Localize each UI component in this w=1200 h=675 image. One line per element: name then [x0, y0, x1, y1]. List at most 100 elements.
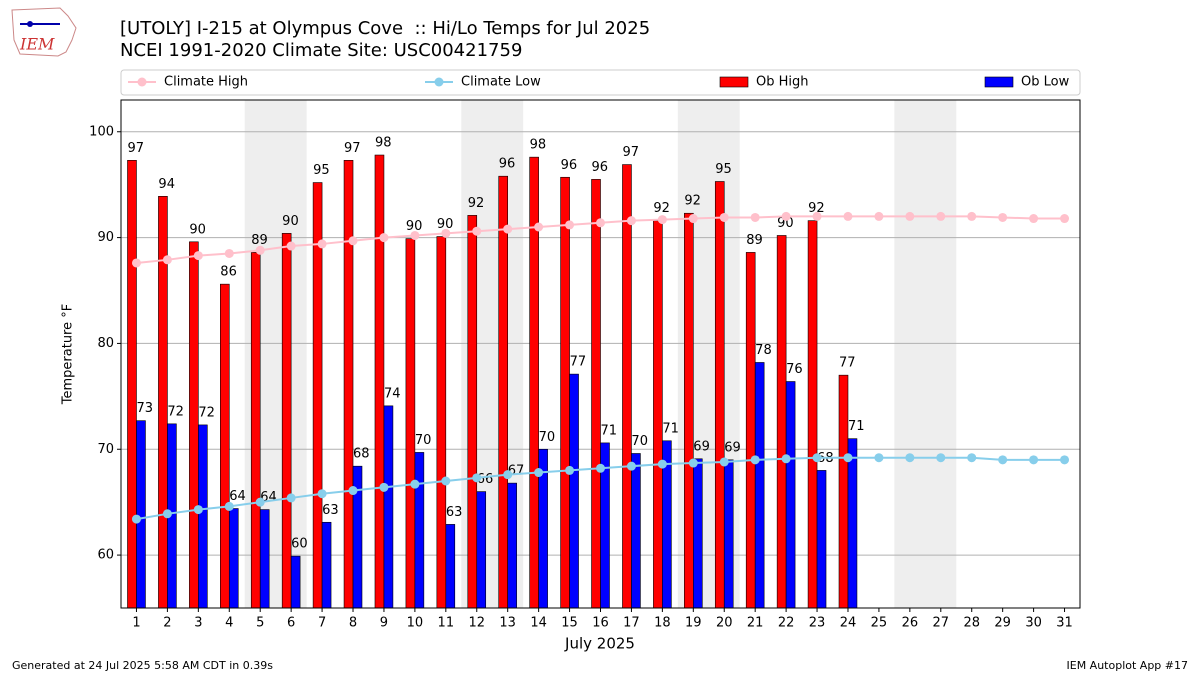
x-tick-label: 23 [809, 616, 826, 631]
line-marker [967, 453, 977, 463]
data-label: 97 [127, 141, 144, 156]
line-marker [874, 211, 884, 221]
data-label: 70 [631, 434, 648, 449]
y-tick-label: 80 [97, 336, 114, 351]
legend-swatch [719, 76, 749, 88]
x-tick-label: 30 [1025, 616, 1042, 631]
line-marker [193, 505, 203, 515]
data-label: 95 [313, 163, 330, 178]
bar [445, 524, 456, 609]
y-tick-label: 60 [97, 548, 114, 563]
data-label: 95 [715, 162, 732, 177]
bar [507, 482, 517, 609]
data-label: 96 [592, 160, 609, 175]
line-marker [534, 222, 544, 232]
x-tick-label: 10 [407, 616, 424, 631]
plot-frame [120, 99, 1081, 609]
bar [560, 176, 570, 609]
data-label: 92 [653, 201, 670, 216]
line-marker [874, 453, 884, 463]
x-tick-label: 18 [654, 616, 671, 631]
line-marker [224, 248, 234, 258]
bar [189, 241, 199, 609]
data-label: 97 [344, 141, 361, 156]
bar [745, 252, 756, 609]
bar [136, 420, 146, 609]
bar [723, 459, 734, 609]
legend-box [120, 69, 1081, 96]
line-marker [1029, 455, 1039, 465]
bar [383, 405, 394, 609]
line-marker [843, 453, 853, 463]
bar [436, 236, 447, 609]
x-tick-label: 29 [994, 616, 1011, 631]
data-label: 90 [777, 216, 794, 231]
line-marker [131, 258, 141, 268]
data-label: 92 [684, 194, 701, 209]
data-label: 78 [755, 343, 772, 358]
bar [498, 175, 508, 609]
data-label: 94 [158, 177, 175, 192]
bar [631, 453, 641, 609]
x-tick-label: 21 [747, 616, 764, 631]
line-marker [719, 457, 729, 467]
footer-left: Generated at 24 Jul 2025 5:58 AM CDT in … [12, 659, 273, 672]
line-marker [1060, 455, 1070, 465]
data-label: 90 [282, 214, 299, 229]
line-marker [657, 215, 667, 225]
bar [250, 252, 261, 609]
line-marker [565, 220, 575, 230]
bar [693, 458, 703, 609]
line-marker [472, 226, 482, 236]
x-tick-label: 13 [499, 616, 516, 631]
line-marker [131, 514, 141, 524]
bar [838, 374, 849, 609]
x-tick-label: 28 [963, 616, 980, 631]
line-marker [688, 458, 698, 468]
data-label: 68 [353, 447, 370, 462]
x-tick-label: 19 [685, 616, 702, 631]
x-tick-label: 25 [871, 616, 888, 631]
line-marker [812, 453, 822, 463]
bar [374, 154, 385, 609]
x-tick-label: 4 [225, 616, 233, 631]
data-label: 63 [446, 505, 463, 520]
data-label: 72 [167, 404, 184, 419]
line-marker [905, 453, 915, 463]
line-marker [162, 255, 172, 265]
y-axis-label: Temperature °F [61, 304, 76, 405]
data-label: 89 [746, 233, 763, 248]
footer-right: IEM Autoplot App #17 [1067, 659, 1189, 672]
line-marker [503, 470, 513, 480]
legend-swatch [984, 76, 1014, 88]
line-marker [441, 228, 451, 238]
bar [220, 283, 230, 609]
data-label: 71 [848, 419, 865, 434]
line-marker [317, 239, 327, 249]
bar [127, 160, 137, 609]
x-tick-label: 24 [840, 616, 857, 631]
bar [653, 220, 663, 609]
bar [816, 470, 827, 609]
line-marker [781, 454, 791, 464]
data-label: 98 [530, 138, 547, 153]
x-tick-label: 11 [438, 616, 455, 631]
x-axis-label: July 2025 [564, 635, 635, 653]
line-marker [162, 509, 172, 519]
x-tick-label: 9 [380, 616, 388, 631]
line-marker [998, 212, 1008, 222]
bar [343, 160, 354, 609]
data-label: 63 [322, 503, 339, 518]
line-marker [905, 211, 915, 221]
line-marker [410, 479, 420, 489]
line-marker [936, 211, 946, 221]
chart-title: [UTOLY] I-215 at Olympus Cove :: Hi/Lo T… [120, 18, 650, 39]
legend-label: Climate High [164, 75, 248, 90]
x-tick-label: 26 [902, 616, 919, 631]
data-label: 92 [808, 201, 825, 216]
line-marker [534, 468, 544, 478]
line-marker [967, 211, 977, 221]
x-tick-label: 27 [933, 616, 950, 631]
x-tick-label: 14 [530, 616, 547, 631]
